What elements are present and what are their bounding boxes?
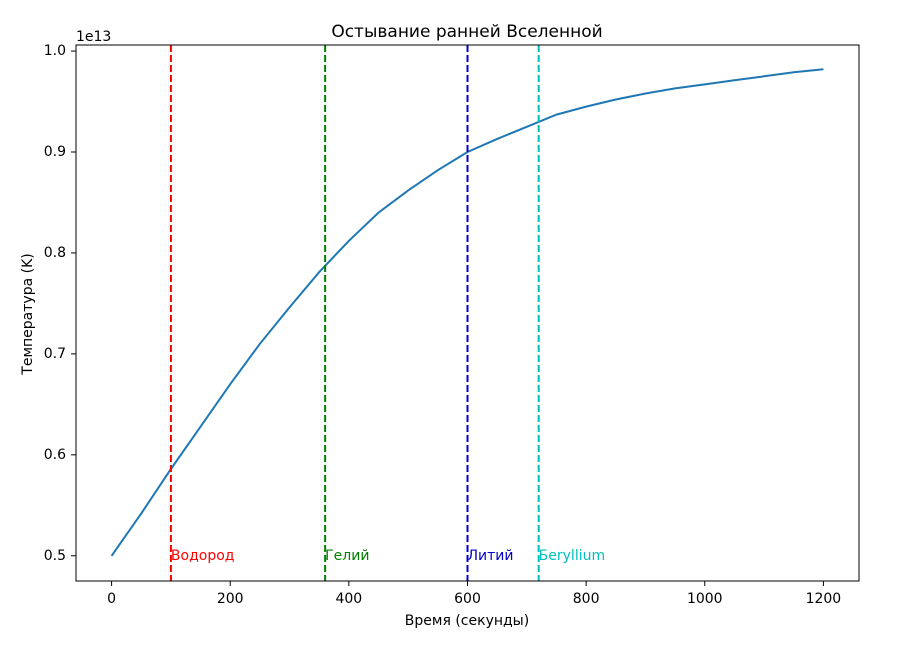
y-offset-label: 1e13 (76, 29, 111, 45)
chart-title: Остывание ранней Вселенной (331, 22, 602, 42)
y-tick-label-0: 0.5 (44, 548, 66, 564)
x-tick-label-1: 200 (217, 591, 244, 607)
y-tick-label-5: 1.0 (44, 43, 66, 59)
plot-area: Водород Гелий Литий Бeryllium 0 200 400 600 800 1… (44, 43, 860, 607)
x-tick-label-6: 1200 (806, 591, 842, 607)
y-tick-label-2: 0.7 (44, 346, 66, 362)
y-tick-label-1: 0.6 (44, 447, 66, 463)
annotation-label-3: Бeryllium (539, 548, 605, 564)
y-axis-label: Температура (K) (20, 253, 36, 375)
annotation-label-1: Гелий (325, 548, 369, 564)
series-line-0 (110, 68, 824, 557)
y-tick-label-4: 0.9 (44, 144, 66, 160)
x-axis-label: Время (секунды) (405, 613, 529, 629)
x-tick-label-3: 600 (454, 591, 481, 607)
x-tick-label-4: 800 (573, 591, 600, 607)
x-tick-label-5: 1000 (687, 591, 723, 607)
x-tick-label-0: 0 (107, 591, 116, 607)
annotation-label-2: Литий (468, 548, 514, 564)
x-tick-label-2: 400 (335, 591, 362, 607)
annotation-label-0: Водород (171, 548, 235, 564)
y-tick-label-3: 0.8 (44, 245, 66, 261)
